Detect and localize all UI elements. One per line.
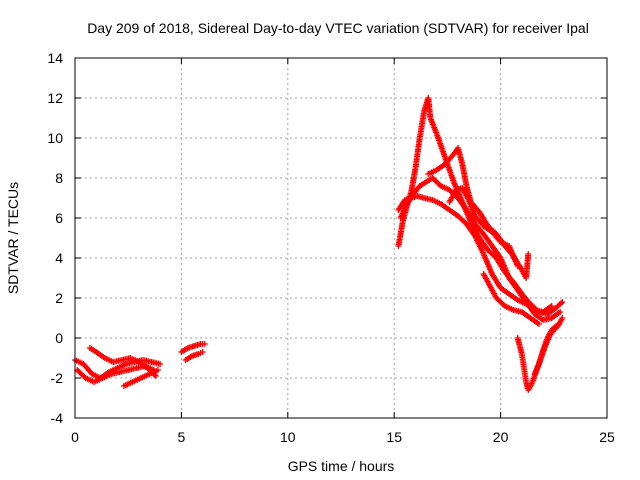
data-point: [525, 251, 532, 257]
y-tick-label: 10: [47, 130, 63, 146]
data-point: [535, 321, 542, 327]
x-axis-label: GPS time / hours: [288, 458, 395, 474]
data-point: [552, 323, 559, 329]
y-tick-label: -2: [51, 370, 64, 386]
y-axis-label: SDTVAR / TECUs: [5, 182, 21, 294]
y-tick-label: 0: [55, 330, 63, 346]
x-tick-label: 20: [493, 429, 509, 445]
data-point: [199, 349, 206, 355]
y-tick-label: -4: [51, 410, 64, 426]
plot-area-border: [74, 57, 608, 419]
grid-layer: [75, 58, 607, 418]
y-tick-label: 6: [55, 210, 63, 226]
data-point: [559, 299, 566, 305]
x-tick-label: 5: [178, 429, 186, 445]
data-layer: [72, 95, 566, 393]
data-point: [514, 263, 521, 269]
x-tick-label: 15: [386, 429, 402, 445]
y-tick-label: 2: [55, 290, 63, 306]
data-point: [557, 309, 564, 315]
y-tick-label: 14: [47, 50, 63, 66]
chart-title: Day 209 of 2018, Sidereal Day-to-day VTE…: [87, 20, 589, 36]
y-tick-label: 12: [47, 90, 63, 106]
data-point: [558, 300, 565, 307]
x-tick-label: 10: [280, 429, 296, 445]
data-point: [154, 367, 161, 373]
data-point: [157, 361, 164, 367]
x-tick-label: 25: [599, 429, 615, 445]
tick-layer: 0 5 10 15 20 25 -4 -2 0 2 4 6 8 10 12 14: [47, 50, 615, 445]
data-point: [548, 303, 555, 309]
data-point: [152, 373, 159, 379]
y-tick-label: 8: [55, 170, 63, 186]
data-point: [559, 315, 566, 321]
x-tick-label: 0: [71, 429, 79, 445]
y-tick-label: 4: [55, 250, 63, 266]
data-point: [201, 341, 208, 347]
